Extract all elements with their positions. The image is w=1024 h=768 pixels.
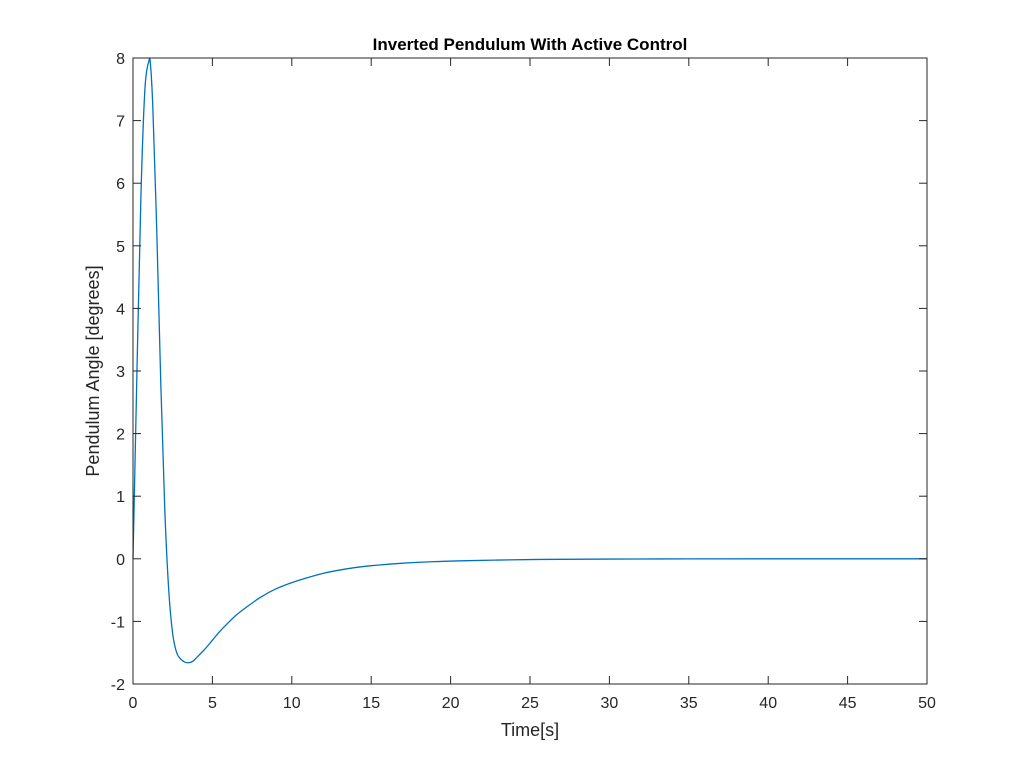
y-tick-label: 0 bbox=[116, 552, 125, 569]
x-tick-label: 10 bbox=[283, 695, 301, 712]
x-tick-label: 5 bbox=[208, 695, 217, 712]
x-axis-ticks: 0 5 10 15 20 25 30 35 40 45 50 bbox=[129, 58, 936, 712]
y-tick-label: 5 bbox=[116, 239, 125, 256]
x-tick-label: 50 bbox=[918, 695, 936, 712]
x-tick-label: 40 bbox=[759, 695, 777, 712]
x-tick-label: 0 bbox=[129, 695, 138, 712]
y-tick-label: -1 bbox=[111, 614, 125, 631]
y-tick-label: 8 bbox=[116, 51, 125, 68]
y-tick-label: 7 bbox=[116, 114, 125, 131]
chart-title: Inverted Pendulum With Active Control bbox=[373, 35, 688, 54]
y-tick-label: 4 bbox=[116, 301, 125, 318]
y-axis-ticks: -2 -1 0 1 2 3 4 5 6 7 8 bbox=[111, 51, 927, 694]
series-line bbox=[132, 57, 927, 664]
x-axis-label: Time[s] bbox=[501, 720, 559, 740]
x-tick-label: 45 bbox=[839, 695, 857, 712]
y-tick-label: 2 bbox=[116, 427, 125, 444]
y-axis-label: Pendulum Angle [degrees] bbox=[83, 265, 103, 476]
x-tick-label: 35 bbox=[680, 695, 698, 712]
y-tick-label: -2 bbox=[111, 677, 125, 694]
y-tick-label: 3 bbox=[116, 364, 125, 381]
y-tick-label: 6 bbox=[116, 176, 125, 193]
x-tick-label: 25 bbox=[521, 695, 539, 712]
x-tick-label: 15 bbox=[362, 695, 380, 712]
plot-area bbox=[133, 58, 927, 684]
plot-series-group bbox=[132, 57, 927, 664]
x-tick-label: 20 bbox=[442, 695, 460, 712]
x-tick-label: 30 bbox=[601, 695, 619, 712]
y-tick-label: 1 bbox=[116, 489, 125, 506]
